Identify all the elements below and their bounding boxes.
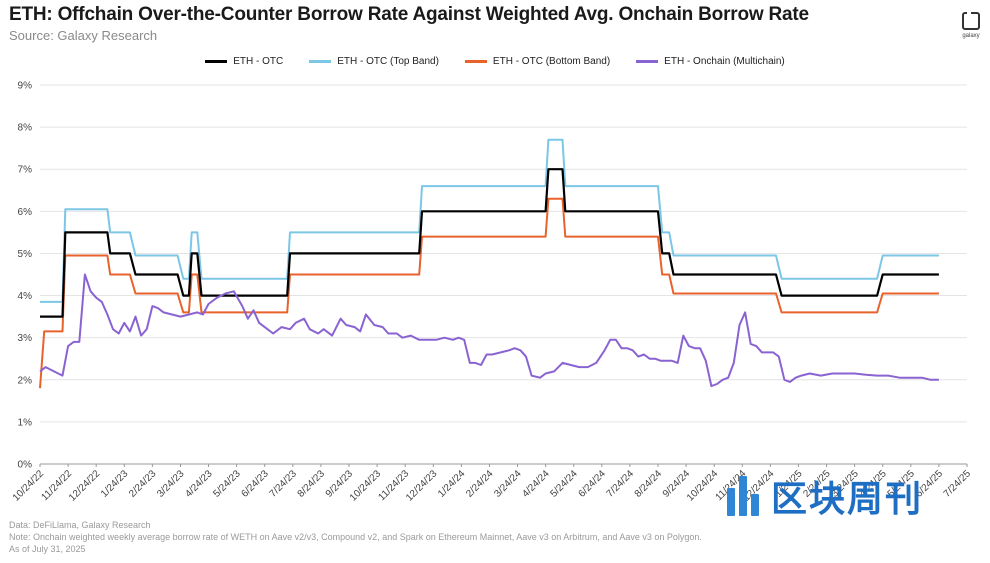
x-tick-label: 4/24/24 bbox=[520, 468, 552, 500]
x-tick-label: 2/24/23 bbox=[127, 468, 159, 500]
legend-label: ETH - OTC bbox=[233, 56, 284, 67]
y-tick-label: 1% bbox=[18, 417, 33, 428]
x-tick-label: 3/24/24 bbox=[492, 468, 524, 500]
x-tick-label: 6/24/24 bbox=[577, 468, 609, 500]
y-tick-label: 2% bbox=[18, 375, 33, 386]
footer-note: Note: Onchain weighted weekly average bo… bbox=[9, 532, 702, 542]
series-line-eth-otc bbox=[40, 168, 939, 318]
watermark-text: 区块周刊 bbox=[771, 479, 924, 520]
x-tick-label: 12/24/22 bbox=[67, 468, 103, 504]
watermark-logo-icon bbox=[727, 476, 761, 516]
x-tick-label: 5/24/24 bbox=[548, 468, 580, 500]
legend-swatch bbox=[636, 60, 659, 63]
y-tick-label: 0% bbox=[18, 460, 33, 471]
x-tick-label: 7/24/25 bbox=[942, 468, 974, 500]
legend-label: ETH - OTC (Top Band) bbox=[337, 56, 439, 67]
x-tick-label: 1/24/24 bbox=[436, 468, 468, 500]
y-tick-label: 4% bbox=[18, 291, 33, 302]
chart-title: ETH: Offchain Over-the-Counter Borrow Ra… bbox=[9, 4, 809, 25]
legend-label: ETH - OTC (Bottom Band) bbox=[492, 56, 611, 67]
x-tick-label: 8/24/24 bbox=[633, 468, 665, 500]
chart-legend: ETH - OTC ETH - OTC (Top Band) ETH - OTC… bbox=[0, 56, 990, 67]
chart-source: Source: Galaxy Research bbox=[9, 28, 158, 43]
series-line-eth-otc-bottom-band bbox=[39, 197, 939, 389]
legend-label: ETH - Onchain (Multichain) bbox=[664, 56, 785, 67]
watermark: 区块周刊 bbox=[727, 470, 923, 522]
x-tick-label: 6/24/23 bbox=[239, 468, 271, 500]
x-tick-label: 2/24/24 bbox=[464, 468, 496, 500]
legend-item-onchain: ETH - Onchain (Multichain) bbox=[636, 56, 785, 67]
legend-swatch bbox=[309, 60, 332, 63]
y-tick-label: 8% bbox=[18, 123, 33, 134]
series-line-eth-onchain-multichain bbox=[39, 273, 939, 388]
logo-text: galaxy bbox=[962, 33, 980, 39]
x-tick-label: 5/24/23 bbox=[211, 468, 243, 500]
x-tick-label: 12/24/23 bbox=[404, 468, 440, 504]
legend-item-otc-top-band: ETH - OTC (Top Band) bbox=[309, 56, 439, 67]
x-tick-label: 3/24/23 bbox=[155, 468, 187, 500]
y-tick-label: 9% bbox=[18, 81, 33, 92]
legend-swatch bbox=[205, 60, 228, 63]
footer-data-source: Data: DeFiLlama, Galaxy Research bbox=[9, 520, 151, 530]
y-tick-label: 7% bbox=[18, 165, 33, 176]
x-tick-label: 4/24/23 bbox=[183, 468, 215, 500]
legend-item-otc: ETH - OTC bbox=[205, 56, 283, 67]
footer-as-of: As of July 31, 2025 bbox=[9, 544, 86, 554]
y-tick-label: 5% bbox=[18, 249, 33, 260]
series-line-eth-otc-top-band bbox=[40, 138, 939, 303]
y-tick-label: 3% bbox=[18, 333, 33, 344]
x-tick-label: 7/24/24 bbox=[605, 468, 637, 500]
legend-swatch bbox=[464, 60, 487, 63]
y-tick-label: 6% bbox=[18, 207, 33, 218]
chart-footer: Data: DeFiLlama, Galaxy Research Note: O… bbox=[9, 519, 702, 555]
legend-item-otc-bottom-band: ETH - OTC (Bottom Band) bbox=[464, 56, 611, 67]
x-tick-label: 1/24/23 bbox=[99, 468, 131, 500]
galaxy-logo: galaxy bbox=[958, 10, 984, 39]
x-tick-label: 7/24/23 bbox=[268, 468, 300, 500]
x-tick-label: 8/24/23 bbox=[296, 468, 328, 500]
galaxy-logo-icon bbox=[962, 10, 980, 30]
